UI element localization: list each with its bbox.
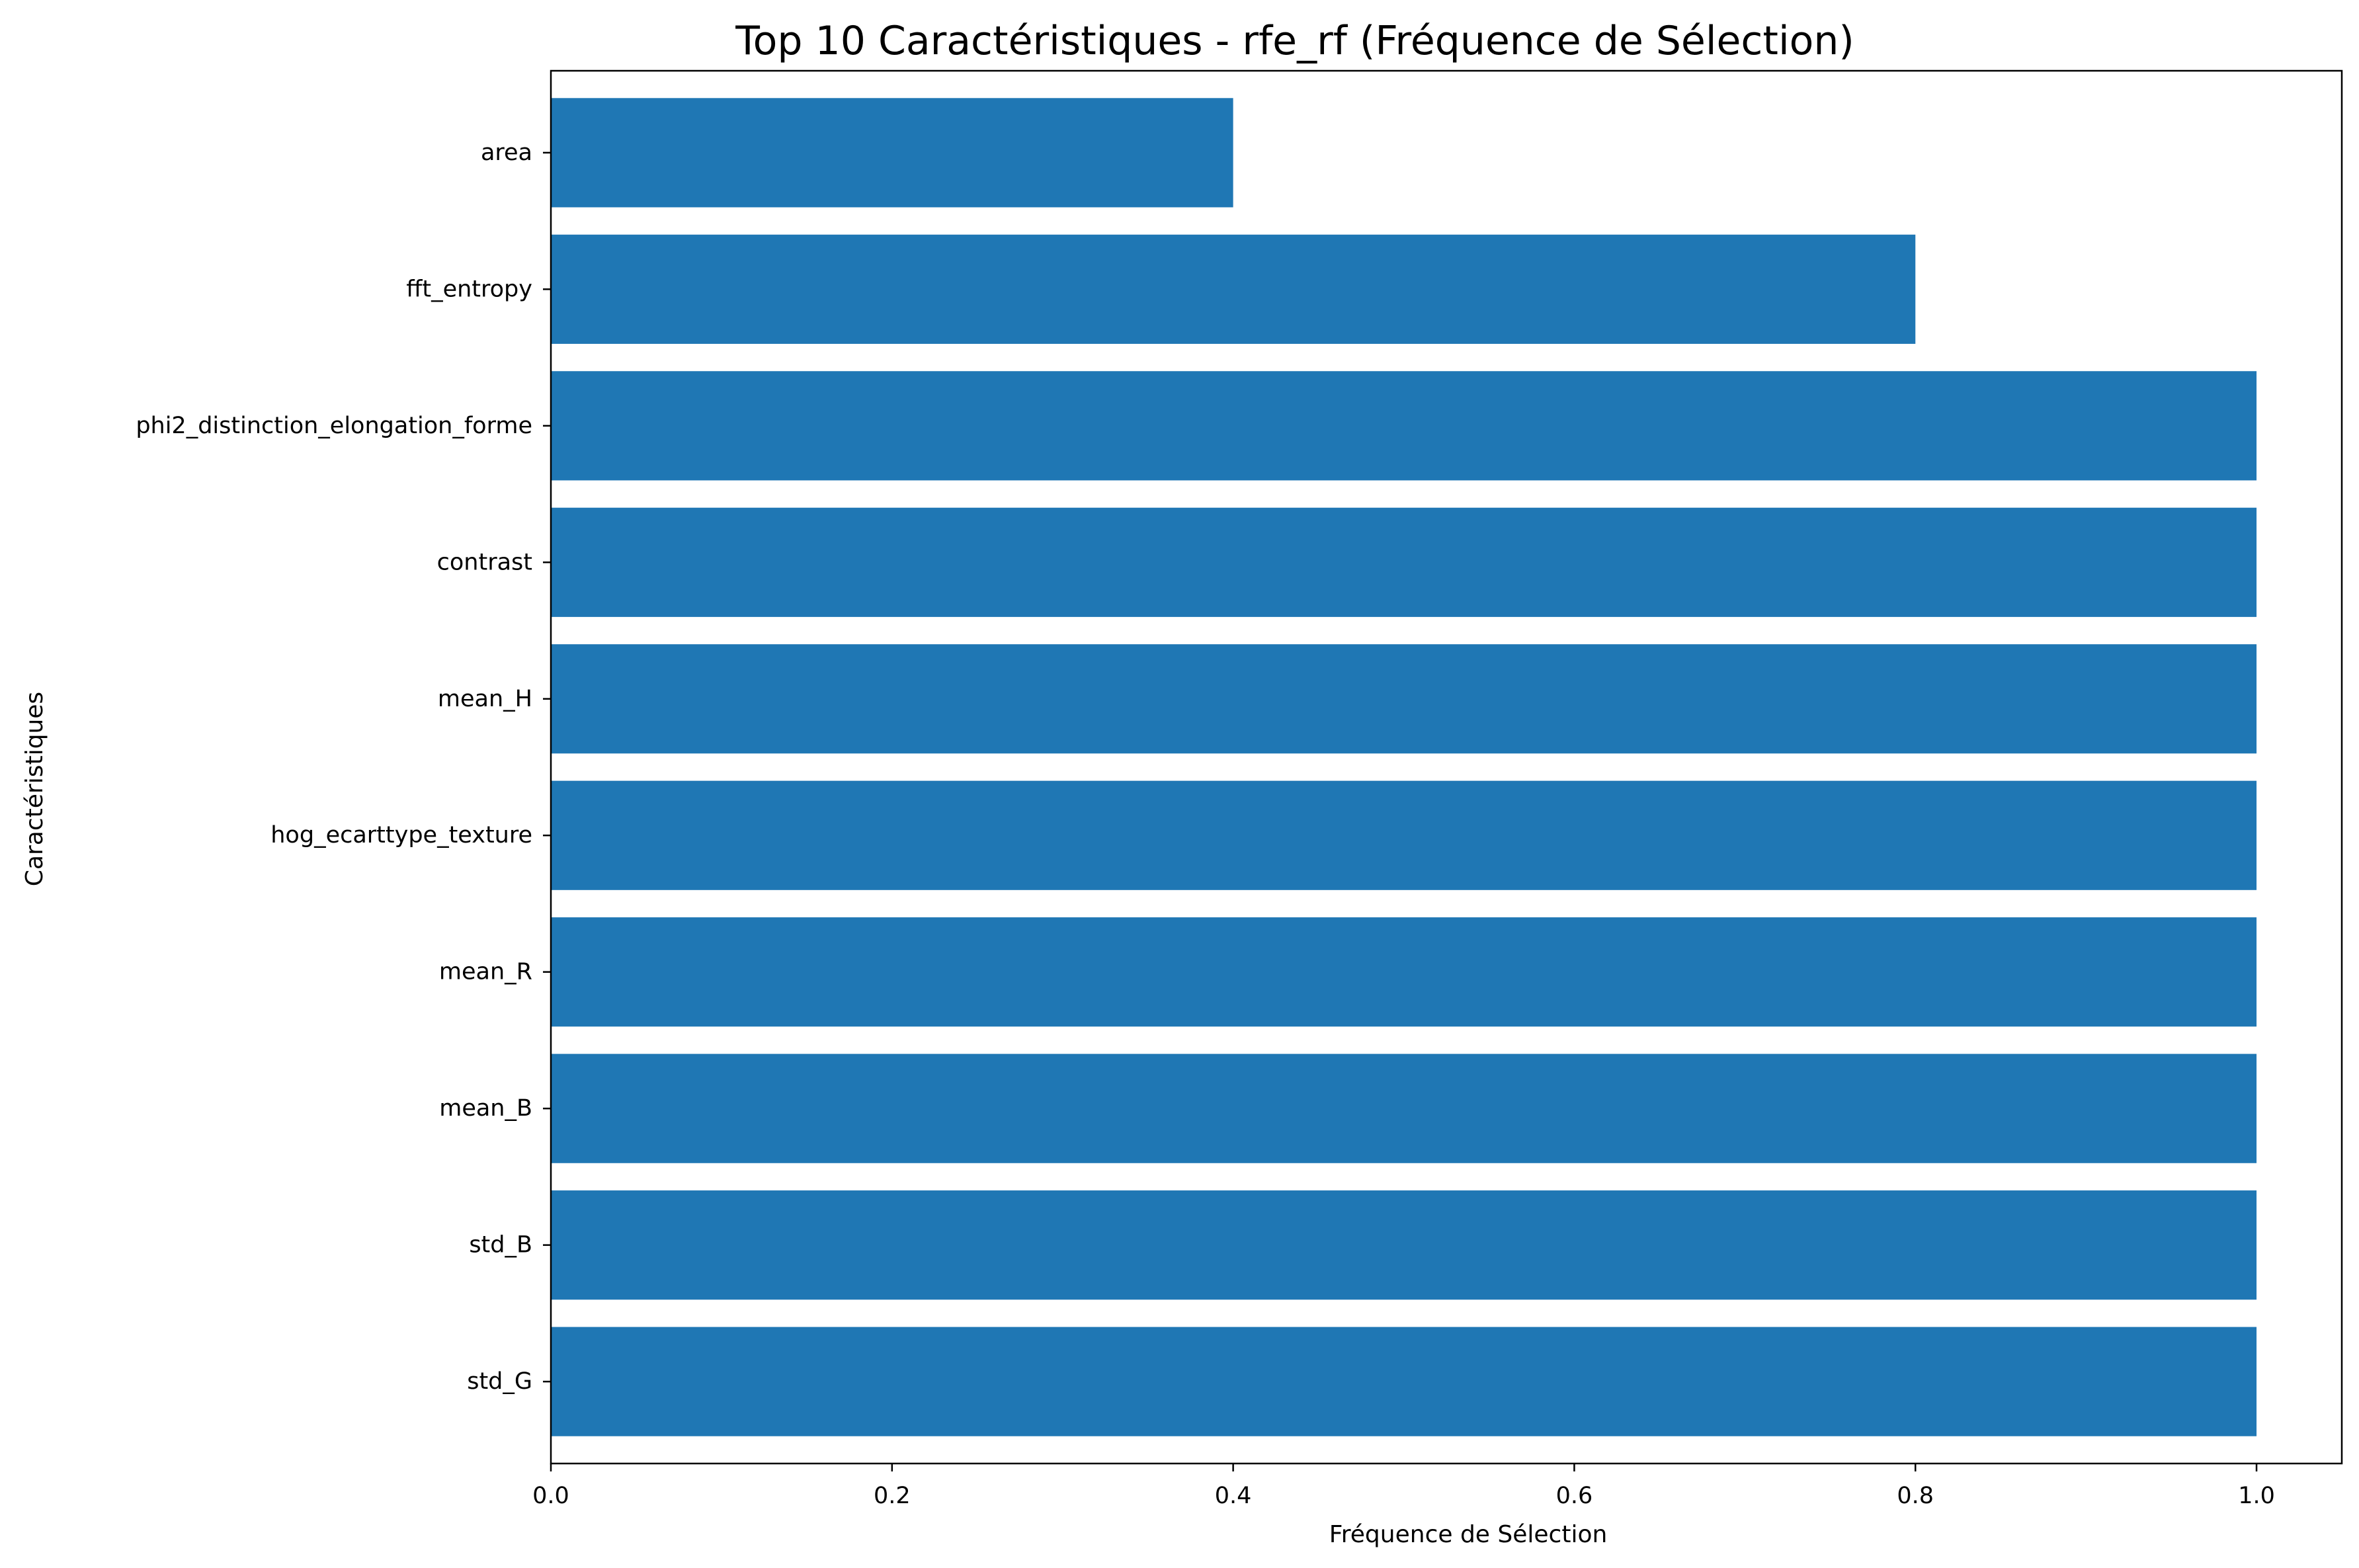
bar-hog_ecarttype_texture (551, 780, 2257, 890)
x-tick-label: 0.4 (1215, 1483, 1252, 1509)
bar-std_B (551, 1190, 2257, 1300)
bar-area (551, 98, 1233, 208)
bar-mean_R (551, 917, 2257, 1027)
bar-std_G (551, 1327, 2257, 1436)
y-tick-label: contrast (437, 549, 532, 575)
bar-fft_entropy (551, 234, 1916, 344)
y-axis-ticks: area fft_entropy phi2_distinction_elongati… (136, 140, 551, 1395)
y-tick-label: fft_entropy (406, 276, 532, 302)
bar-mean_B (551, 1053, 2257, 1163)
y-tick-label: std_G (467, 1368, 532, 1395)
x-tick-label: 0.0 (532, 1483, 569, 1509)
plot-frame (550, 69, 2343, 1465)
x-tick-label: 0.2 (874, 1483, 911, 1509)
x-axis-label: Fréquence de Sélection (1329, 1521, 1608, 1548)
y-tick-label: mean_R (439, 959, 532, 985)
y-tick-label: area (481, 140, 532, 166)
x-tick-label: 1.0 (2238, 1483, 2275, 1509)
y-tick-label: std_B (469, 1232, 532, 1259)
y-tick-label: mean_B (439, 1095, 532, 1122)
bar-contrast (551, 507, 2257, 617)
bars-layer (551, 98, 2257, 1436)
chart-title: Top 10 Caractéristiques - rfe_rf (Fréque… (735, 18, 1854, 64)
y-tick-label: hog_ecarttype_texture (270, 822, 532, 848)
x-tick-label: 0.8 (1897, 1483, 1934, 1509)
y-tick-label: mean_H (438, 686, 532, 712)
x-tick-label: 0.6 (1556, 1483, 1593, 1509)
y-axis-label: Caractéristiques (21, 692, 48, 886)
x-axis-ticks: 0.0 0.2 0.4 0.6 0.8 1.0 (532, 1464, 2275, 1509)
bar-phi2_distinction_elongation_forme (551, 371, 2257, 481)
y-tick-label: phi2_distinction_elongation_forme (136, 413, 532, 439)
bar-mean_H (551, 644, 2257, 754)
